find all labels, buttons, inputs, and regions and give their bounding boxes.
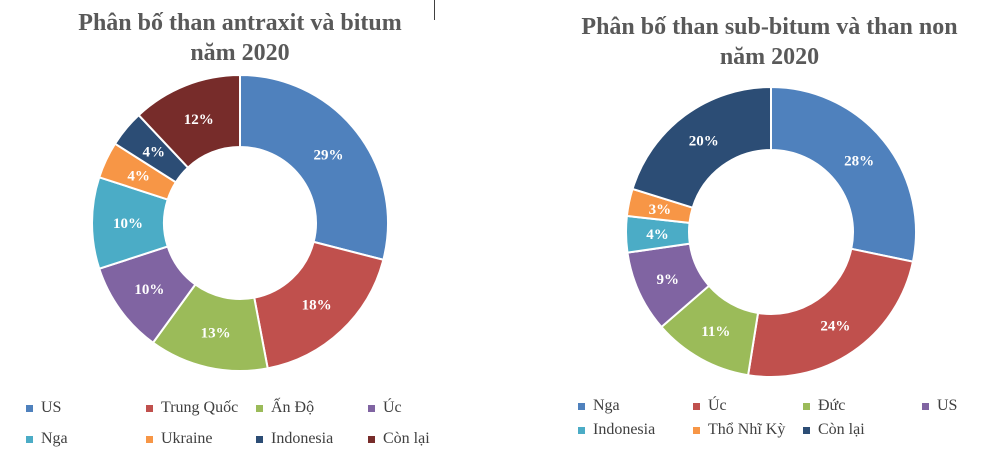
legend-label: Còn lại	[383, 430, 430, 447]
legend-swatch	[26, 435, 33, 443]
donut-chart-antraxit-bitum: 29% 18% 13% 10% 10% 4% 4% 12%	[91, 73, 389, 372]
legend-swatch	[578, 426, 585, 434]
legend-item-tho-nhi-ky: Thổ Nhĩ Kỳ	[693, 421, 785, 439]
slice-us	[239, 73, 389, 262]
legend-label: Đức	[818, 397, 846, 414]
legend-swatch	[256, 404, 263, 412]
legend-item-con-lai: Còn lại	[803, 421, 865, 439]
chart-title-line-2: năm 2020	[719, 44, 820, 70]
data-label-indonesia: 4%	[646, 227, 669, 243]
legend-label: Nga	[593, 397, 620, 414]
legend-label: Nga	[41, 430, 68, 447]
chart-panel-antraxit-bitum: Phân bố than antraxit và bitum năm 2020 …	[0, 0, 480, 460]
legend-label: Úc	[383, 399, 402, 416]
legend-item-nga: Nga	[578, 397, 620, 415]
donut-chart-sub-bitum-than-non: 28% 24% 11% 9% 4% 3% 20%	[625, 85, 917, 378]
legend-swatch	[146, 435, 153, 443]
legend-swatch	[803, 402, 810, 410]
legend-swatch	[922, 402, 929, 410]
legend-swatch	[803, 426, 810, 434]
legend-swatch	[146, 404, 153, 412]
data-label-duc: 11%	[701, 324, 730, 340]
legend-label: Thổ Nhĩ Kỳ	[708, 421, 786, 438]
legend-item-nga: Nga	[26, 430, 68, 448]
data-label-uc: 24%	[820, 318, 850, 334]
legend-swatch	[256, 435, 263, 443]
legend-item-trung-quoc: Trung Quốc	[146, 399, 238, 417]
data-label-ukraine: 4%	[127, 168, 150, 184]
legend-label: US	[41, 399, 62, 416]
slice-nga	[770, 85, 917, 263]
data-label-us: 29%	[313, 147, 343, 163]
legend-label: Còn lại	[818, 421, 865, 438]
legend-label: Indonesia	[271, 430, 334, 447]
legend-item-an-do: Ấn Độ	[256, 399, 314, 417]
legend-label: US	[937, 397, 958, 414]
legend-item-uc: Úc	[693, 397, 727, 415]
data-label-nga: 10%	[113, 216, 143, 232]
legend-item-us: US	[922, 397, 957, 415]
legend-item-ukraine: Ukraine	[146, 430, 213, 448]
legend-item-indonesia: Indonesia	[578, 421, 655, 439]
data-label-uc: 10%	[134, 282, 164, 298]
legend-swatch	[368, 404, 375, 412]
data-label-indonesia: 4%	[142, 145, 165, 161]
legend-swatch	[368, 435, 375, 443]
slice-con-lai	[631, 85, 772, 209]
legend-label: Úc	[708, 397, 727, 414]
legend-swatch	[578, 402, 585, 410]
legend-item-duc: Đức	[803, 397, 845, 415]
slice-con-lai	[137, 73, 241, 170]
data-label-us: 9%	[657, 272, 680, 288]
legend-label: Ấn Độ	[271, 399, 315, 416]
legend-item-con-lai: Còn lại	[368, 430, 430, 448]
legend-swatch	[693, 402, 700, 410]
data-label-trung-quoc: 18%	[302, 298, 332, 314]
chart-title-line-1: Phân bố than sub-bitum và than non	[581, 14, 958, 40]
chart-title-line-2: năm 2020	[190, 40, 290, 66]
legend-item-us: US	[26, 399, 61, 417]
chart-panel-sub-bitum-than-non: Phân bố than sub-bitum và than non năm 2…	[540, 0, 999, 460]
legend-label: Trung Quốc	[161, 399, 239, 416]
legend-label: Ukraine	[161, 430, 213, 447]
slice-trung-quoc	[253, 240, 385, 370]
data-label-con-lai: 12%	[184, 112, 214, 128]
chart-title-line-1: Phân bố than antraxit và bitum	[78, 10, 402, 36]
divider-line	[434, 0, 435, 20]
legend-item-uc: Úc	[368, 399, 402, 417]
data-label-an-do: 13%	[201, 325, 231, 341]
data-label-con-lai: 20%	[689, 134, 719, 150]
legend-label: Indonesia	[593, 421, 656, 438]
slice-uc	[746, 247, 915, 378]
legend-item-indonesia: Indonesia	[256, 430, 333, 448]
legend-swatch	[26, 404, 33, 412]
data-label-nga: 28%	[844, 153, 874, 169]
data-label-tho-nhi-ky: 3%	[649, 202, 672, 218]
legend-swatch	[693, 426, 700, 434]
